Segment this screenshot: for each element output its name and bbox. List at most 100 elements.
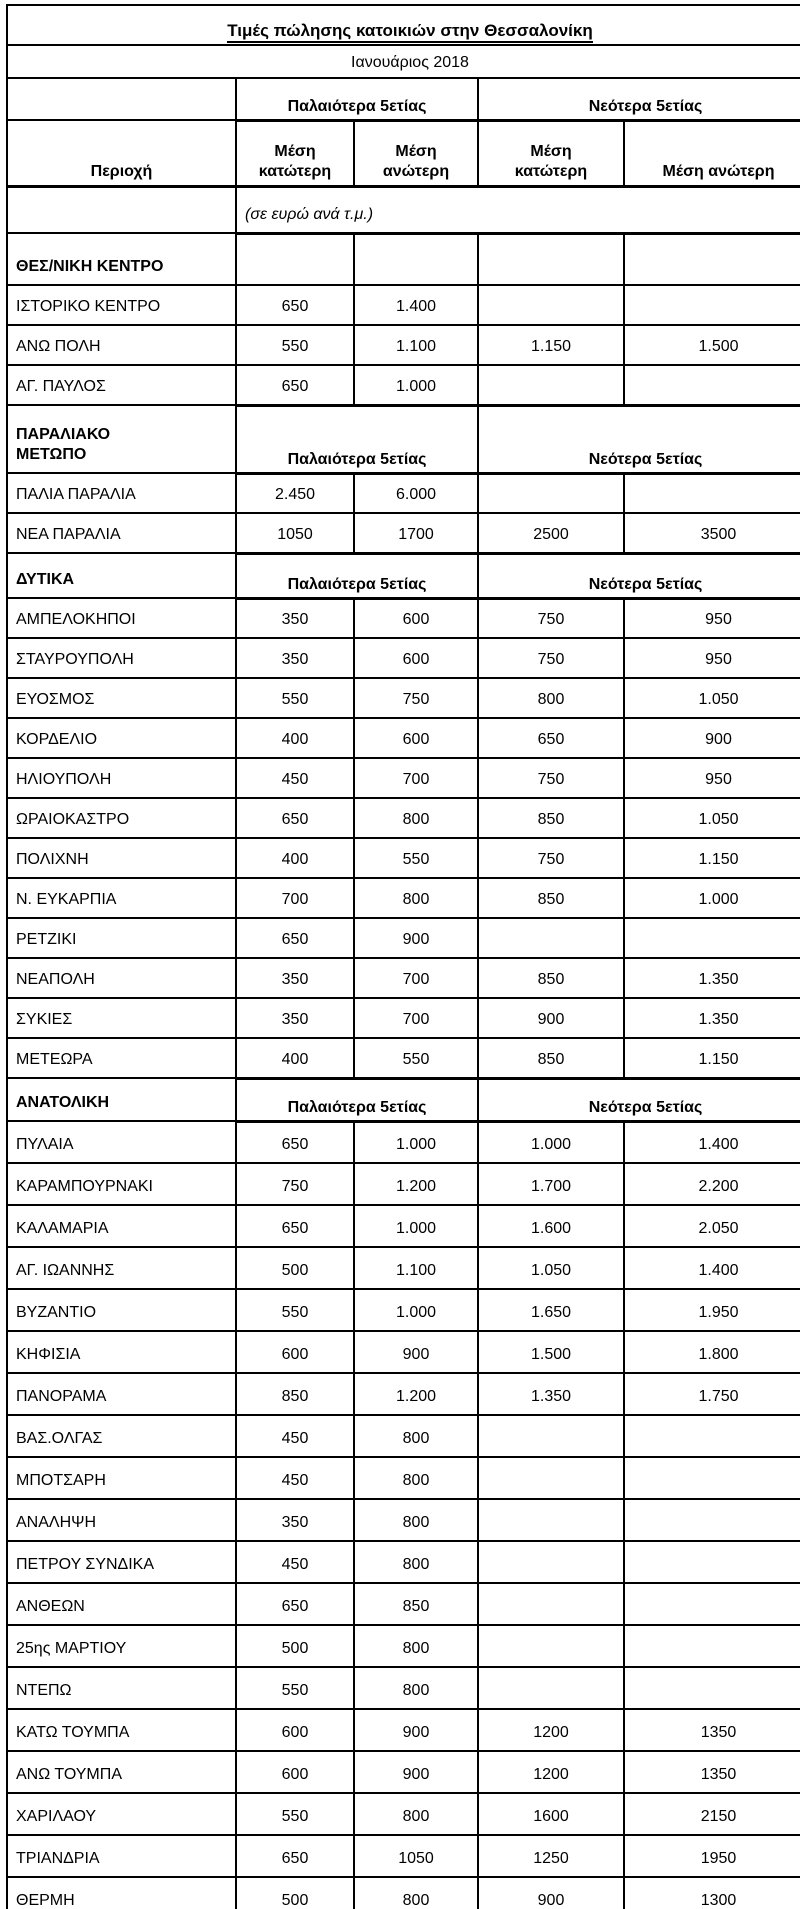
value-cell: 800 <box>353 1540 479 1584</box>
value-cell: 6.000 <box>353 472 479 514</box>
area-cell: ΜΕΤΕΩΡΑ <box>6 1037 237 1079</box>
table-row: ΚΑΡΑΜΠΟΥΡΝΑΚΙ 750 1.200 1.700 2.200 <box>6 1162 800 1206</box>
area-cell: ΠΑΛΙΑ ΠΑΡΑΛΙΑ <box>6 472 237 514</box>
column-header-new-min: Μέση κατώτερη <box>477 119 625 188</box>
value-cell: 1350 <box>622 1708 800 1752</box>
table-row: ΗΛΙΟΥΠΟΛΗ 450 700 750 950 <box>6 757 800 799</box>
value-cell: 1.200 <box>353 1372 479 1416</box>
value-cell: 1.500 <box>477 1330 625 1374</box>
area-cell: ΘΕΡΜΗ <box>6 1876 237 1909</box>
column-header-new-max: Μέση ανώτερη <box>622 119 800 188</box>
table-row: ΚΑΤΩ ΤΟΥΜΠΑ 600 900 1200 1350 <box>6 1708 800 1752</box>
value-cell: 1.100 <box>353 324 479 366</box>
area-cell: ΝΕΑΠΟΛΗ <box>6 957 237 999</box>
value-cell: 1250 <box>477 1834 625 1878</box>
empty-cell <box>235 231 355 286</box>
area-cell: ΑΓ. ΠΑΥΛΟΣ <box>6 364 237 406</box>
value-cell <box>622 1456 800 1500</box>
value-cell: 900 <box>622 717 800 759</box>
value-cell: 1.400 <box>622 1246 800 1290</box>
value-cell: 1.950 <box>622 1288 800 1332</box>
area-cell: ΗΛΙΟΥΠΟΛΗ <box>6 757 237 799</box>
value-cell: 2.050 <box>622 1204 800 1248</box>
value-cell: 750 <box>235 1162 355 1206</box>
value-cell: 350 <box>235 637 355 679</box>
value-cell: 2.200 <box>622 1162 800 1206</box>
section-group-new-label: Νεότερα 5ετίας <box>476 551 800 600</box>
value-cell: 650 <box>235 1120 355 1164</box>
area-cell: ΙΣΤΟΡΙΚΟ ΚΕΝΤΡΟ <box>6 284 237 326</box>
section-group-new-label: Νεότερα 5ετίας <box>476 403 800 475</box>
value-cell <box>477 1582 625 1626</box>
table-row: ΝΤΕΠΩ 550 800 <box>6 1666 800 1710</box>
value-cell <box>477 364 625 406</box>
value-cell: 1300 <box>622 1876 800 1909</box>
section-group-old-label: Παλαιότερα 5ετίας <box>235 403 479 475</box>
area-cell: ΚΑΡΑΜΠΟΥΡΝΑΚΙ <box>6 1162 237 1206</box>
value-cell: 900 <box>353 1750 479 1794</box>
value-cell: 400 <box>235 1037 355 1079</box>
table-row: ΠΑΝΟΡΑΜΑ 850 1.200 1.350 1.750 <box>6 1372 800 1416</box>
value-cell: 650 <box>235 1834 355 1878</box>
value-cell: 2.450 <box>235 472 355 514</box>
value-cell: 1200 <box>477 1708 625 1752</box>
area-cell: ΒΑΣ.ΟΛΓΑΣ <box>6 1414 237 1458</box>
table-row: ΩΡΑΙΟΚΑΣΤΡΟ 650 800 850 1.050 <box>6 797 800 839</box>
value-cell: 1.400 <box>353 284 479 326</box>
table-row: ΠΥΛΑΙΑ 650 1.000 1.000 1.400 <box>6 1120 800 1164</box>
value-cell: 2150 <box>622 1792 800 1836</box>
value-cell <box>477 1624 625 1668</box>
value-cell <box>622 1498 800 1542</box>
value-cell: 350 <box>235 957 355 999</box>
area-cell: ΜΠΟΤΣΑΡΗ <box>6 1456 237 1500</box>
value-cell: 900 <box>353 1330 479 1374</box>
value-cell: 1.000 <box>353 1288 479 1332</box>
value-cell: 750 <box>477 837 625 879</box>
area-cell: ΒΥΖΑΝΤΙΟ <box>6 1288 237 1332</box>
section-group-old-label: Παλαιότερα 5ετίας <box>235 1076 479 1123</box>
value-cell: 350 <box>235 597 355 639</box>
title-row: Τιμές πώλησης κατοικιών στην Θεσσαλονίκη <box>5 4 800 46</box>
value-cell: 1.000 <box>477 1120 625 1164</box>
table-row: ΑΓ. ΠΑΥΛΟΣ 650 1.000 <box>6 364 800 406</box>
area-cell: ΚΗΦΙΣΙΑ <box>6 1330 237 1374</box>
value-cell: 1.800 <box>622 1330 800 1374</box>
value-cell: 850 <box>477 797 625 839</box>
value-cell: 650 <box>235 284 355 326</box>
table-row: ΙΣΤΟΡΙΚΟ ΚΕΝΤΡΟ 650 1.400 <box>6 284 800 326</box>
area-cell: ΝΤΕΠΩ <box>6 1666 237 1710</box>
table-row: ΘΕΡΜΗ 500 800 900 1300 <box>6 1876 800 1909</box>
value-cell: 750 <box>477 597 625 639</box>
value-cell: 1.050 <box>622 677 800 719</box>
value-cell: 1200 <box>477 1750 625 1794</box>
value-cell: 1.150 <box>477 324 625 366</box>
value-cell: 600 <box>235 1750 355 1794</box>
page-title: Τιμές πώλησης κατοικιών στην Θεσσαλονίκη <box>227 20 593 43</box>
period-row: Ιανουάριος 2018 <box>5 44 800 79</box>
value-cell: 350 <box>235 1498 355 1542</box>
area-cell: ΑΝΘΕΩΝ <box>6 1582 237 1626</box>
value-cell: 1600 <box>477 1792 625 1836</box>
value-cell: 850 <box>477 957 625 999</box>
value-cell: 800 <box>353 1876 479 1909</box>
value-cell: 600 <box>235 1330 355 1374</box>
column-header-old-max: Μέση ανώτερη <box>353 119 479 188</box>
title-cell: Τιμές πώλησης κατοικιών στην Θεσσαλονίκη <box>5 4 800 46</box>
section-name: ΑΝΑΤΟΛΙΚΗ <box>6 1077 237 1122</box>
area-cell: ΕΥΟΣΜΟΣ <box>6 677 237 719</box>
value-cell: 1.000 <box>353 1204 479 1248</box>
value-cell: 900 <box>477 997 625 1039</box>
section-name: ΔΥΤΙΚΑ <box>6 552 237 599</box>
value-cell <box>477 284 625 326</box>
value-cell: 800 <box>353 1414 479 1458</box>
table-row: ΚΗΦΙΣΙΑ 600 900 1.500 1.800 <box>6 1330 800 1374</box>
table-row: ΠΟΛΙΧΝΗ 400 550 750 1.150 <box>6 837 800 879</box>
area-cell: ΚΑΤΩ ΤΟΥΜΠΑ <box>6 1708 237 1752</box>
value-cell: 1.400 <box>622 1120 800 1164</box>
value-cell: 750 <box>477 637 625 679</box>
value-cell: 350 <box>235 997 355 1039</box>
value-cell: 400 <box>235 717 355 759</box>
value-cell <box>622 1582 800 1626</box>
value-cell: 550 <box>353 1037 479 1079</box>
value-cell: 750 <box>477 757 625 799</box>
